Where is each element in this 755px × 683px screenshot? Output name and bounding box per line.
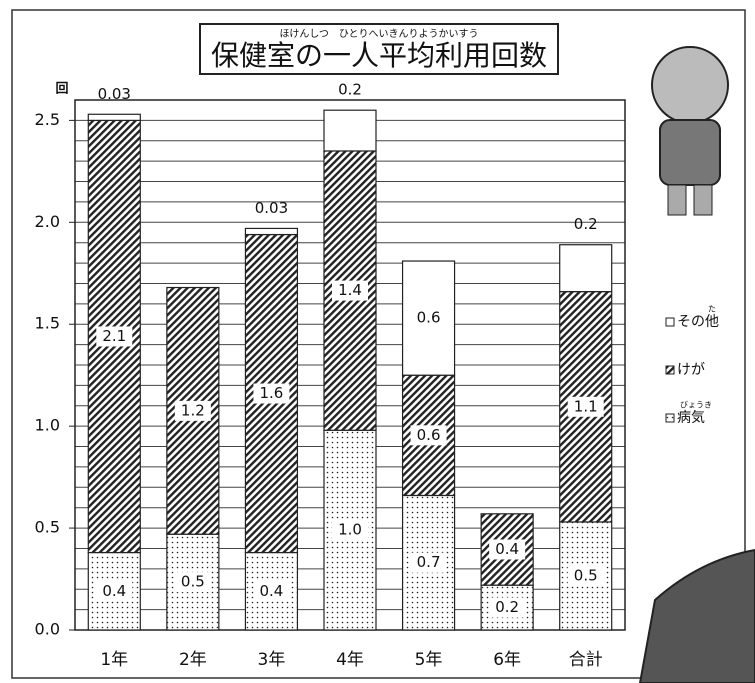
data-label: 1.0 [338, 521, 362, 539]
label-bg [332, 520, 368, 541]
label-bg [253, 383, 290, 404]
x-tick-label: 合計 [569, 650, 603, 670]
data-label: 0.6 [417, 309, 441, 327]
frame [11, 9, 746, 679]
legend-label: その他 [677, 314, 719, 330]
data-label: 0.5 [574, 566, 598, 584]
data-label: 0.2 [574, 215, 598, 233]
data-label: 0.2 [338, 81, 362, 99]
label-bg [96, 581, 133, 602]
data-label: 0.6 [417, 426, 441, 444]
label-bg [174, 572, 211, 593]
label-bg [174, 400, 211, 421]
data-label: 0.7 [417, 553, 441, 571]
data-label: 1.1 [574, 397, 598, 415]
y-tick-label: 2.5 [35, 110, 60, 129]
x-tick-label: 5年 [415, 650, 443, 670]
label-bg [410, 552, 447, 573]
data-label: 1.4 [338, 281, 362, 299]
legend-ruby: た [708, 305, 716, 314]
y-tick-label: 0.5 [35, 518, 60, 537]
data-label: 1.6 [259, 384, 283, 402]
y-tick-label: 0.0 [35, 620, 60, 639]
bar-segment [87, 113, 141, 121]
label-bg [253, 581, 290, 602]
illustration-boy [651, 46, 729, 216]
label-bg [332, 280, 368, 301]
legend-label: けが [677, 362, 705, 378]
y-tick-label: 2.0 [35, 212, 60, 231]
chart-title: 保健室の一人平均利用回数 [211, 39, 547, 72]
x-tick-label: 1年 [100, 650, 128, 670]
y-axis-label: 回 [55, 82, 68, 97]
data-label: 2.1 [102, 327, 126, 345]
label-bg [489, 539, 526, 560]
legend-swatch [665, 413, 675, 423]
y-tick-label: 1.5 [35, 314, 60, 333]
label-bg [489, 597, 526, 618]
bar-segment [323, 109, 377, 152]
bar-segment [559, 244, 613, 293]
x-tick-label: 6年 [493, 650, 521, 670]
title-box [199, 23, 559, 75]
y-tick-label: 1.0 [35, 416, 60, 435]
x-tick-label: 2年 [179, 650, 207, 670]
data-label: 0.4 [102, 582, 126, 600]
x-tick-label: 4年 [336, 650, 364, 670]
label-bg [96, 326, 133, 347]
data-label: 0.5 [181, 573, 205, 591]
label-bg [567, 396, 604, 417]
label-bg [567, 565, 604, 586]
bar-segment [244, 227, 299, 236]
data-label: 0.4 [259, 582, 283, 600]
legend-label: 病気 [677, 410, 705, 426]
data-label: 0.4 [495, 540, 519, 558]
label-bg [410, 308, 447, 329]
data-label: 0.03 [255, 199, 288, 217]
x-tick-label: 3年 [258, 650, 286, 670]
illustration-bed [638, 548, 755, 683]
legend-swatch [665, 317, 675, 327]
legend-swatch [665, 365, 675, 375]
data-label: 0.2 [495, 598, 519, 616]
title-ruby: ほけんしつ ひとりへいきんりようかいすう [279, 28, 478, 40]
data-label: 0.03 [98, 85, 131, 103]
legend-ruby: びょうき [680, 401, 712, 410]
label-bg [410, 425, 447, 446]
data-label: 1.2 [181, 401, 205, 419]
